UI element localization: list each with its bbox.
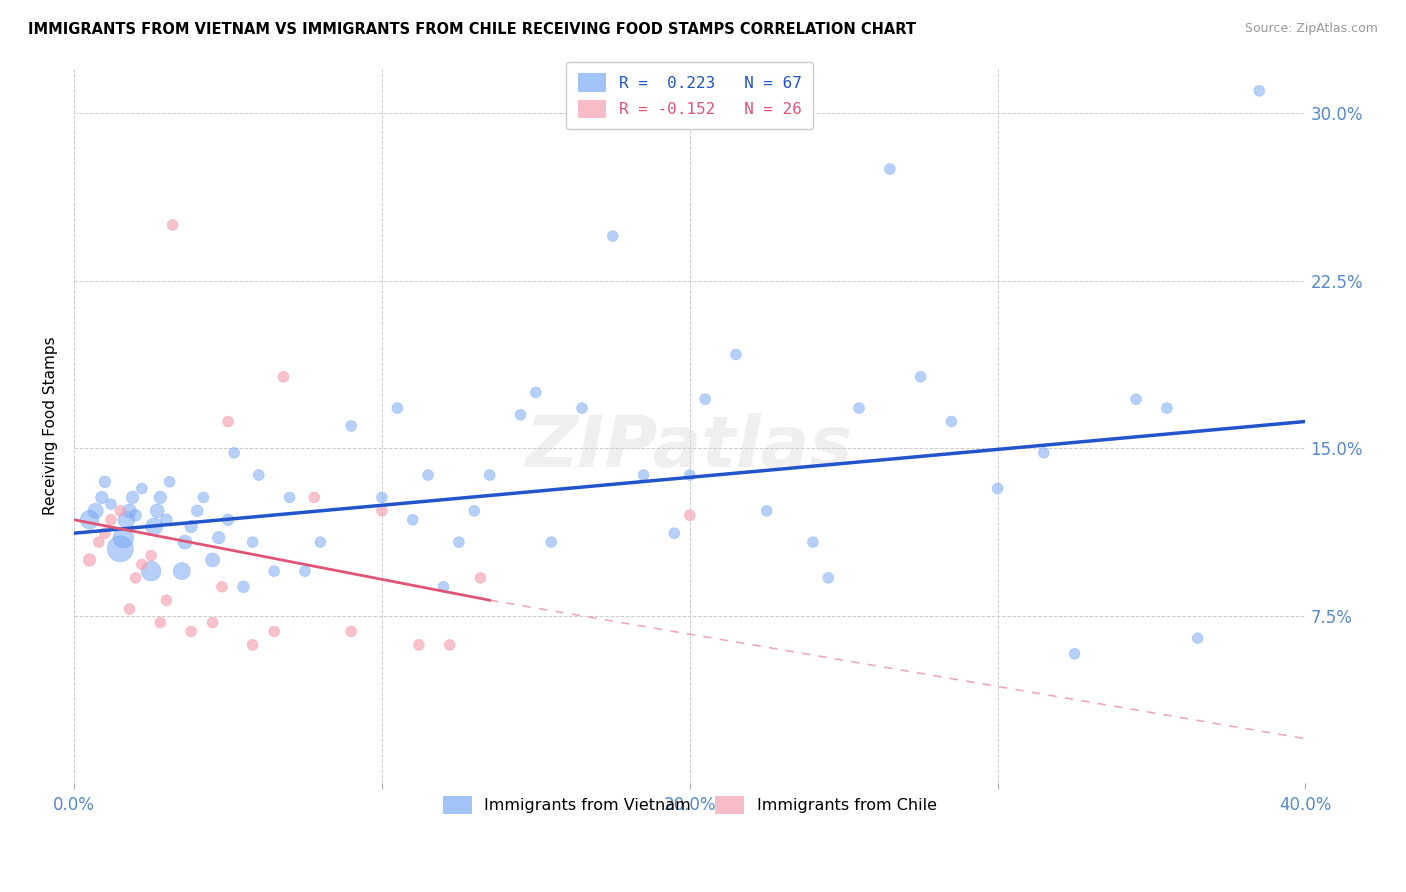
Point	[180, 519, 202, 533]
Point	[149, 615, 172, 630]
Point	[633, 468, 655, 483]
Point	[242, 638, 264, 652]
Point	[94, 475, 117, 489]
Point	[408, 638, 430, 652]
Point	[1125, 392, 1147, 406]
Point	[139, 564, 162, 578]
Point	[149, 491, 172, 505]
Point	[180, 624, 202, 639]
Point	[302, 491, 325, 505]
Point	[402, 513, 425, 527]
Point	[131, 558, 153, 572]
Point	[463, 504, 485, 518]
Point	[724, 347, 747, 361]
Point	[146, 504, 169, 518]
Point	[100, 497, 122, 511]
Point	[131, 482, 153, 496]
Point	[94, 526, 117, 541]
Point	[679, 468, 702, 483]
Point	[201, 553, 224, 567]
Point	[1156, 401, 1178, 415]
Point	[211, 580, 233, 594]
Point	[801, 535, 824, 549]
Point	[340, 624, 363, 639]
Point	[124, 571, 146, 585]
Point	[143, 519, 166, 533]
Point	[208, 531, 231, 545]
Point	[416, 468, 439, 483]
Point	[387, 401, 409, 415]
Point	[162, 218, 184, 232]
Point	[79, 553, 101, 567]
Point	[602, 229, 624, 244]
Point	[121, 491, 143, 505]
Point	[159, 475, 181, 489]
Point	[1187, 631, 1209, 645]
Point	[987, 482, 1010, 496]
Text: Source: ZipAtlas.com: Source: ZipAtlas.com	[1244, 22, 1378, 36]
Point	[193, 491, 215, 505]
Point	[224, 446, 246, 460]
Point	[371, 504, 394, 518]
Point	[186, 504, 208, 518]
Point	[118, 504, 141, 518]
Point	[524, 385, 547, 400]
Point	[679, 508, 702, 523]
Point	[439, 638, 461, 652]
Point	[571, 401, 593, 415]
Point	[470, 571, 492, 585]
Point	[124, 508, 146, 523]
Point	[217, 513, 239, 527]
Point	[201, 615, 224, 630]
Point	[695, 392, 717, 406]
Point	[540, 535, 562, 549]
Point	[170, 564, 193, 578]
Point	[432, 580, 454, 594]
Text: ZIPatlas: ZIPatlas	[526, 413, 853, 482]
Point	[100, 513, 122, 527]
Y-axis label: Receiving Food Stamps: Receiving Food Stamps	[44, 336, 58, 516]
Point	[247, 468, 270, 483]
Point	[1032, 446, 1054, 460]
Point	[371, 491, 394, 505]
Point	[278, 491, 301, 505]
Point	[273, 369, 295, 384]
Point	[1249, 84, 1271, 98]
Point	[155, 593, 177, 607]
Point	[115, 513, 138, 527]
Text: IMMIGRANTS FROM VIETNAM VS IMMIGRANTS FROM CHILE RECEIVING FOOD STAMPS CORRELATI: IMMIGRANTS FROM VIETNAM VS IMMIGRANTS FR…	[28, 22, 917, 37]
Point	[110, 504, 132, 518]
Point	[447, 535, 470, 549]
Legend: Immigrants from Vietnam, Immigrants from Chile: Immigrants from Vietnam, Immigrants from…	[432, 785, 948, 825]
Point	[79, 513, 101, 527]
Point	[174, 535, 197, 549]
Point	[84, 504, 107, 518]
Point	[110, 541, 132, 556]
Point	[309, 535, 332, 549]
Point	[139, 549, 162, 563]
Point	[263, 624, 285, 639]
Point	[509, 408, 531, 422]
Point	[90, 491, 112, 505]
Point	[112, 531, 135, 545]
Point	[910, 369, 932, 384]
Point	[217, 415, 239, 429]
Point	[118, 602, 141, 616]
Point	[340, 419, 363, 434]
Point	[848, 401, 870, 415]
Point	[755, 504, 778, 518]
Point	[478, 468, 501, 483]
Point	[155, 513, 177, 527]
Point	[263, 564, 285, 578]
Point	[232, 580, 254, 594]
Point	[941, 415, 963, 429]
Point	[294, 564, 316, 578]
Point	[1063, 647, 1085, 661]
Point	[664, 526, 686, 541]
Point	[879, 162, 901, 177]
Point	[242, 535, 264, 549]
Point	[87, 535, 110, 549]
Point	[817, 571, 839, 585]
